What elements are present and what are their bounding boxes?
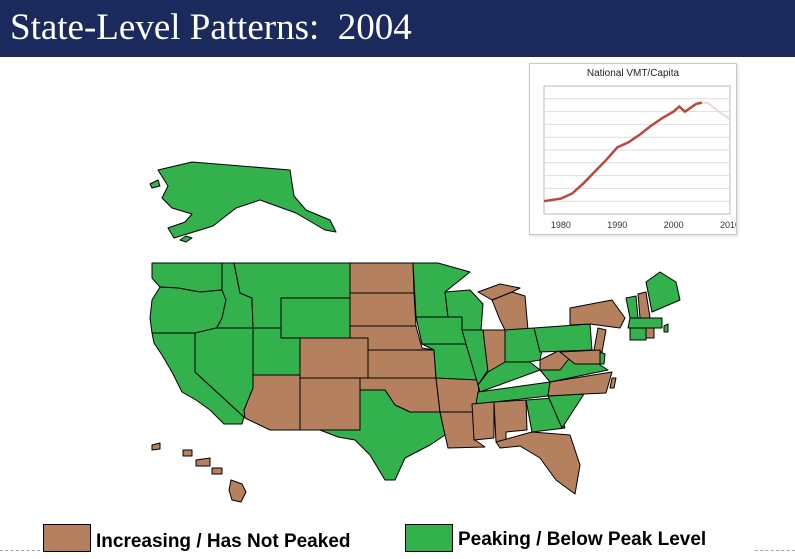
inset-x-tick-label: 2000 bbox=[664, 220, 684, 230]
state-nd bbox=[349, 262, 415, 294]
state-hi-part-2 bbox=[182, 449, 193, 457]
legend-swatch-increasing bbox=[43, 524, 91, 552]
state-sd bbox=[349, 292, 417, 327]
state-ia bbox=[415, 316, 467, 345]
state-hi-part-4 bbox=[211, 467, 223, 475]
inset-x-tick-label: 2010 bbox=[720, 220, 736, 230]
legend-label-peaking: Peaking / Below Peak Level bbox=[458, 529, 707, 550]
state-ny bbox=[569, 299, 626, 329]
state-ak-part-1 bbox=[179, 235, 193, 243]
inset-x-tick-label: 1990 bbox=[607, 220, 627, 230]
state-hi-part-1 bbox=[151, 442, 161, 451]
state-il bbox=[461, 329, 489, 386]
state-ma-part-1 bbox=[663, 323, 669, 333]
footer-divider-left bbox=[0, 550, 40, 551]
state-md bbox=[559, 349, 601, 365]
state-pa bbox=[533, 323, 593, 353]
state-nc bbox=[547, 371, 613, 397]
state-co bbox=[299, 337, 369, 379]
state-vt bbox=[625, 295, 639, 319]
state-de bbox=[599, 351, 606, 365]
state-ms bbox=[471, 401, 495, 441]
state-or bbox=[149, 286, 227, 334]
state-ma bbox=[627, 317, 663, 329]
state-wy bbox=[280, 297, 351, 339]
inset-chart-title: National VMT/Capita bbox=[586, 68, 680, 79]
state-nm bbox=[299, 377, 361, 431]
state-nj bbox=[593, 327, 607, 353]
vmt-inset-plot: 1980 1990 2000 2010 bbox=[543, 85, 736, 230]
state-mi-part-1 bbox=[477, 283, 521, 301]
state-hi bbox=[228, 479, 247, 503]
state-ct bbox=[629, 327, 647, 341]
state-hi-part-3 bbox=[195, 457, 211, 467]
state-ri bbox=[645, 327, 655, 339]
state-nh bbox=[637, 291, 651, 319]
state-nc-part-1 bbox=[609, 377, 617, 389]
state-ak-part-2 bbox=[149, 179, 161, 189]
vmt-inset-chart: 1980 1990 2000 2010 National VMT/Capita bbox=[529, 63, 737, 235]
state-me bbox=[645, 271, 681, 313]
footer-divider-right bbox=[755, 550, 795, 551]
inset-vmt-line-projection bbox=[701, 101, 731, 121]
state-ks bbox=[367, 349, 437, 379]
inset-x-tick-label: 1980 bbox=[551, 220, 571, 230]
title-bar: State-Level Patterns: 2004 bbox=[0, 0, 795, 57]
us-state-map bbox=[149, 161, 681, 503]
slide-title: State-Level Patterns: 2004 bbox=[10, 7, 412, 48]
inset-vmt-line bbox=[543, 101, 703, 203]
legend-swatch-peaking bbox=[405, 524, 453, 552]
state-tx bbox=[319, 389, 446, 481]
state-ak bbox=[157, 161, 337, 239]
legend-label-increasing: Increasing / Has Not Peaked bbox=[96, 531, 351, 552]
state-fl bbox=[495, 431, 581, 495]
